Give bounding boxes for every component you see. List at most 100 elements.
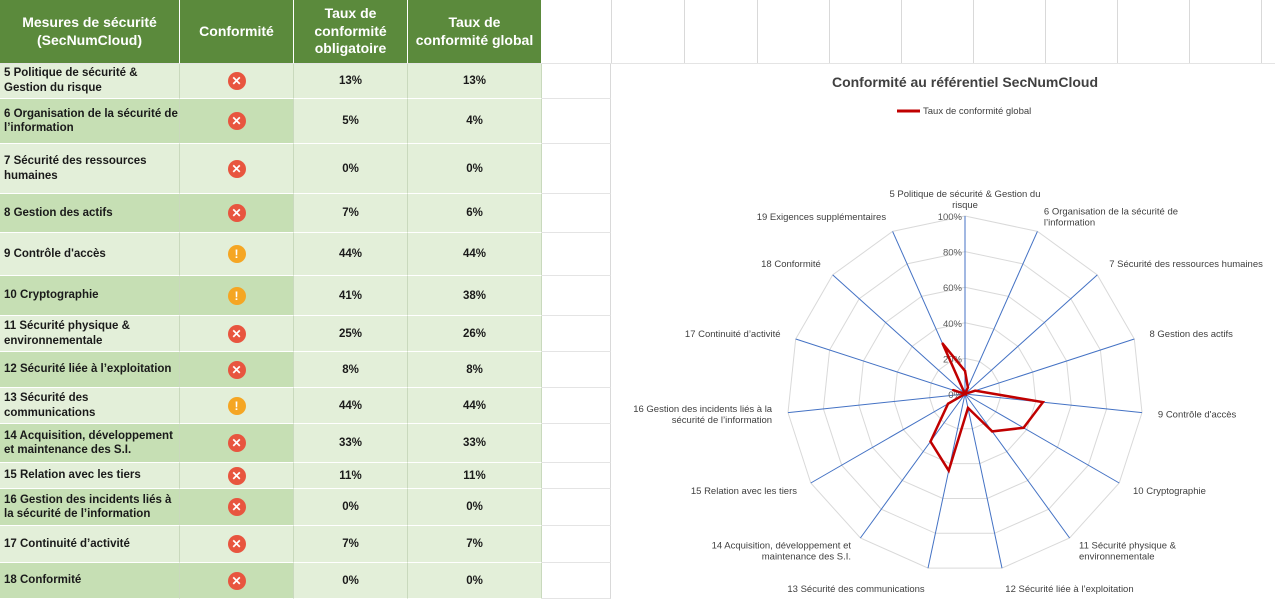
mandatory-rate-cell[interactable]: 0%	[294, 144, 408, 194]
column-header-mandatory[interactable]: Taux de conformité obligatoire	[294, 0, 408, 63]
measure-cell[interactable]: 8 Gestion des actifs	[0, 194, 180, 233]
empty-cell[interactable]	[542, 63, 611, 99]
empty-cell[interactable]	[542, 144, 611, 194]
empty-cell[interactable]	[542, 233, 611, 276]
empty-cell[interactable]	[542, 424, 611, 463]
global-rate-value: 38%	[462, 289, 487, 302]
global-rate-cell[interactable]: 6%	[408, 194, 542, 233]
measure-cell[interactable]: 17 Continuité d’activité	[0, 526, 180, 563]
global-rate-cell[interactable]: 38%	[408, 276, 542, 316]
measure-cell[interactable]: 11 Sécurité physique & environnementale	[0, 316, 180, 352]
empty-cell[interactable]	[542, 352, 611, 388]
global-rate-cell[interactable]: 44%	[408, 233, 542, 276]
measure-cell[interactable]: 7 Sécurité des ressources humaines	[0, 144, 180, 194]
compliance-cell[interactable]: ✕	[180, 63, 294, 99]
mandatory-rate-cell[interactable]: 25%	[294, 316, 408, 352]
radar-spoke	[964, 393, 1143, 414]
global-rate-cell[interactable]: 13%	[408, 63, 542, 99]
category-label: 14 Acquisition, développement et maintena…	[712, 540, 852, 562]
empty-cell[interactable]	[542, 276, 611, 316]
measure-cell[interactable]: 18 Conformité	[0, 563, 180, 599]
global-rate-cell[interactable]: 4%	[408, 99, 542, 144]
category-label-line: 10 Cryptographie	[1133, 486, 1206, 497]
empty-cell[interactable]	[542, 563, 611, 599]
mandatory-rate-value: 11%	[339, 469, 362, 482]
text-line: Gestion du risque	[4, 81, 102, 94]
mandatory-rate-cell[interactable]: 7%	[294, 194, 408, 233]
measure-cell[interactable]: 13 Sécurité des communications	[0, 388, 180, 424]
compliance-cell[interactable]: ✕	[180, 316, 294, 352]
global-rate-cell[interactable]: 33%	[408, 424, 542, 463]
radar-grid-ring	[822, 251, 1108, 534]
empty-cell[interactable]	[542, 526, 611, 563]
table-row: 18 Conformité ✕ 0% 0%	[0, 563, 611, 599]
compliance-cell[interactable]: ✕	[180, 489, 294, 526]
compliance-cell[interactable]: !	[180, 233, 294, 276]
text-line: humaines	[4, 169, 58, 182]
global-rate-cell[interactable]: 11%	[408, 463, 542, 489]
empty-cell[interactable]	[542, 316, 611, 352]
empty-cell[interactable]	[542, 463, 611, 489]
measure-cell[interactable]: 5 Politique de sécurité & Gestion du risq…	[0, 63, 180, 99]
mandatory-rate-cell[interactable]: 44%	[294, 233, 408, 276]
text-line: 7 Sécurité des ressources	[4, 155, 147, 168]
radial-tick-label: 0%	[948, 390, 962, 401]
measure-cell[interactable]: 9 Contrôle d'accès	[0, 233, 180, 276]
mandatory-rate-value: 7%	[342, 207, 359, 219]
mandatory-rate-cell[interactable]: 5%	[294, 99, 408, 144]
compliance-table: Mesures de sécurité (SecNumCloud) Conformi…	[0, 0, 611, 601]
text-line: communications	[4, 406, 96, 419]
column-header-measure[interactable]: Mesures de sécurité (SecNumCloud)	[0, 0, 180, 63]
empty-cell[interactable]	[542, 489, 611, 526]
mandatory-rate-cell[interactable]: 11%	[294, 463, 408, 489]
compliance-cell[interactable]: !	[180, 276, 294, 316]
measure-cell[interactable]: 6 Organisation de la sécurité de l’inform…	[0, 99, 180, 144]
text-line: Taux de	[324, 5, 377, 22]
global-rate-cell[interactable]: 26%	[408, 316, 542, 352]
category-label-line: 5 Politique de sécurité & Gestion du	[889, 189, 1040, 200]
mandatory-rate-value: 44%	[338, 399, 363, 412]
compliance-cell[interactable]: ✕	[180, 463, 294, 489]
global-rate-cell[interactable]: 0%	[408, 563, 542, 599]
compliance-cell[interactable]: ✕	[180, 424, 294, 463]
mandatory-rate-cell[interactable]: 44%	[294, 388, 408, 424]
compliance-cell[interactable]: ✕	[180, 563, 294, 599]
mandatory-rate-cell[interactable]: 8%	[294, 352, 408, 388]
compliance-cell[interactable]: !	[180, 388, 294, 424]
table-row: 8 Gestion des actifs ✕ 7% 6%	[0, 194, 611, 233]
measure-cell[interactable]: 14 Acquisition, développement et maintena…	[0, 424, 180, 463]
global-rate-cell[interactable]: 0%	[408, 144, 542, 194]
text-line: conformité	[314, 22, 387, 39]
measure-cell[interactable]: 10 Cryptographie	[0, 276, 180, 316]
mandatory-rate-cell[interactable]: 7%	[294, 526, 408, 563]
empty-cell[interactable]	[542, 99, 611, 144]
compliance-cell[interactable]: ✕	[180, 99, 294, 144]
compliance-cell[interactable]: ✕	[180, 526, 294, 563]
mandatory-rate-cell[interactable]: 13%	[294, 63, 408, 99]
global-rate-cell[interactable]: 0%	[408, 489, 542, 526]
data-point	[929, 440, 932, 443]
compliance-cell[interactable]: ✕	[180, 144, 294, 194]
measure-cell[interactable]: 12 Sécurité liée à l’exploitation	[0, 352, 180, 388]
category-label-line: 14 Acquisition, développement et	[712, 540, 852, 551]
data-point	[1041, 401, 1045, 404]
mandatory-rate-cell[interactable]: 0%	[294, 563, 408, 599]
mandatory-rate-cell[interactable]: 0%	[294, 489, 408, 526]
empty-cell[interactable]	[542, 388, 611, 424]
global-rate-cell[interactable]: 44%	[408, 388, 542, 424]
global-rate-cell[interactable]: 8%	[408, 352, 542, 388]
fail-x-icon: ✕	[227, 571, 246, 590]
mandatory-rate-cell[interactable]: 33%	[294, 424, 408, 463]
measure-cell[interactable]: 16 Gestion des incidents liés à la sécuri…	[0, 489, 180, 526]
empty-cell[interactable]	[542, 194, 611, 233]
series-line	[929, 342, 1046, 474]
category-label-line: 15 Relation avec les tiers	[691, 486, 797, 497]
column-header-global[interactable]: Taux de conformité global	[408, 0, 542, 63]
category-label-line: 6 Organisation de la sécurité de	[1044, 206, 1178, 217]
measure-cell[interactable]: 15 Relation avec les tiers	[0, 463, 180, 489]
column-header-compliance[interactable]: Conformité	[180, 0, 294, 63]
compliance-cell[interactable]: ✕	[180, 352, 294, 388]
global-rate-cell[interactable]: 7%	[408, 526, 542, 563]
mandatory-rate-cell[interactable]: 41%	[294, 276, 408, 316]
compliance-cell[interactable]: ✕	[180, 194, 294, 233]
